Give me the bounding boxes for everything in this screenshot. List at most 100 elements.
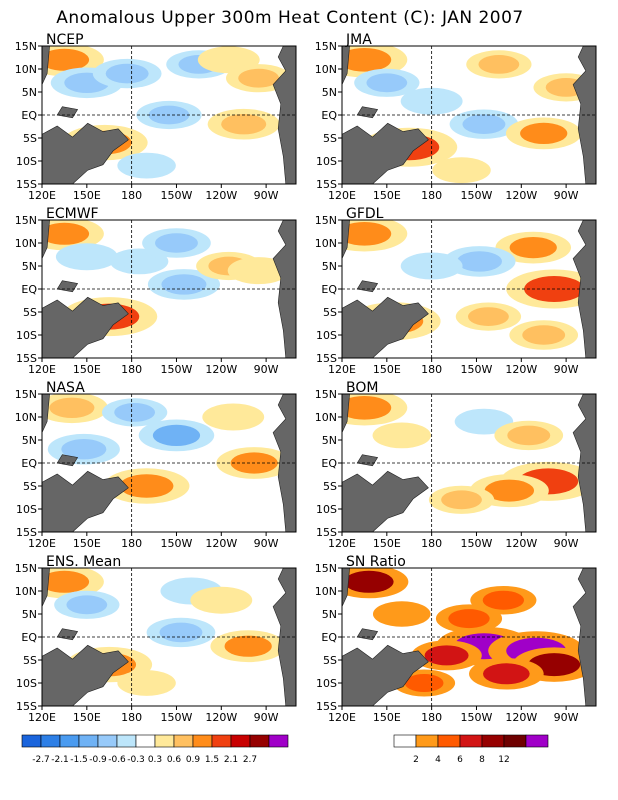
anomaly-cell bbox=[42, 222, 90, 245]
y-tick-label: 15S bbox=[316, 352, 337, 365]
x-tick-label: 150E bbox=[373, 711, 401, 724]
y-tick-label: EQ bbox=[321, 283, 337, 296]
anomaly-cell bbox=[152, 424, 201, 446]
panel-title: SN Ratio bbox=[346, 554, 406, 570]
y-tick-label: 5S bbox=[23, 306, 37, 319]
land-mass bbox=[42, 46, 50, 85]
y-tick-label: 10N bbox=[15, 237, 37, 250]
x-tick-label: 150E bbox=[73, 189, 101, 202]
anomaly-cell bbox=[483, 663, 530, 685]
anomaly-cell bbox=[441, 490, 482, 510]
colorbar-label: 4 bbox=[435, 755, 441, 765]
y-tick-label: 10S bbox=[16, 677, 37, 690]
anomaly-cell bbox=[424, 645, 469, 666]
colorbar-swatch bbox=[78, 734, 99, 748]
y-tick-label: 15N bbox=[315, 388, 337, 401]
y-tick-label: 5N bbox=[322, 608, 337, 621]
land-mass bbox=[342, 470, 429, 532]
x-tick-label: 90W bbox=[554, 363, 579, 376]
colorbar-label: -0.6 bbox=[108, 755, 126, 765]
anomaly-cell bbox=[484, 479, 535, 502]
y-tick-label: 10N bbox=[15, 411, 37, 424]
x-tick-label: 120W bbox=[505, 363, 537, 376]
colorbar-swatch bbox=[97, 734, 118, 748]
y-tick-label: EQ bbox=[21, 457, 37, 470]
panel-title: ENS. Mean bbox=[46, 554, 121, 570]
colorbar-label: -1.5 bbox=[70, 755, 88, 765]
land-mass bbox=[342, 296, 429, 358]
colorbar-label: 12 bbox=[498, 755, 509, 765]
colorbar-swatch bbox=[135, 734, 156, 748]
anomaly-cell bbox=[482, 590, 525, 610]
colorbar-label: 0.9 bbox=[186, 755, 201, 765]
anomaly-cell bbox=[456, 251, 502, 272]
x-tick-label: 150W bbox=[461, 711, 493, 724]
colorbar-label: 2 bbox=[413, 755, 419, 765]
colorbar-label: 6 bbox=[457, 755, 463, 765]
y-tick-label: 5N bbox=[22, 608, 37, 621]
y-tick-label: EQ bbox=[321, 457, 337, 470]
x-tick-label: 180 bbox=[421, 363, 442, 376]
anomaly-cell bbox=[462, 114, 506, 134]
colorbar-swatch bbox=[503, 734, 527, 748]
y-tick-label: 5N bbox=[322, 86, 337, 99]
x-tick-label: 90W bbox=[554, 537, 579, 550]
x-tick-label: 120W bbox=[205, 363, 237, 376]
anomaly-cell bbox=[49, 397, 95, 418]
colorbar-swatch bbox=[154, 734, 175, 748]
colorbar-label: -2.1 bbox=[51, 755, 69, 765]
x-tick-label: 150W bbox=[161, 537, 193, 550]
panel-title: NCEP bbox=[46, 32, 84, 48]
colorbar-label: 1.5 bbox=[205, 755, 219, 765]
colorbar-swatch bbox=[249, 734, 270, 748]
x-tick-label: 90W bbox=[254, 189, 279, 202]
x-tick-label: 180 bbox=[121, 711, 142, 724]
anomaly-cell bbox=[342, 48, 392, 72]
x-tick-label: 120E bbox=[328, 711, 356, 724]
colorbar-label: -2.7 bbox=[32, 755, 50, 765]
y-tick-label: 15S bbox=[316, 700, 337, 713]
colorbar-swatch bbox=[21, 734, 42, 748]
x-tick-label: 180 bbox=[421, 189, 442, 202]
anomaly-cell bbox=[155, 233, 198, 253]
figure-title: Anomalous Upper 300m Heat Content (C): J… bbox=[56, 8, 523, 28]
colorbar-swatch bbox=[230, 734, 251, 748]
field bbox=[42, 220, 290, 337]
colorbar-swatch bbox=[59, 734, 80, 748]
anomaly-cell bbox=[507, 425, 551, 446]
anomaly-cell bbox=[61, 439, 107, 460]
anomaly-cell bbox=[383, 605, 420, 623]
x-tick-label: 90W bbox=[254, 711, 279, 724]
y-tick-label: EQ bbox=[21, 109, 37, 122]
x-tick-label: 90W bbox=[254, 537, 279, 550]
anomaly-cell bbox=[128, 674, 165, 692]
colorbar-swatch bbox=[437, 734, 461, 748]
y-tick-label: 5S bbox=[323, 132, 337, 145]
x-tick-label: 90W bbox=[254, 363, 279, 376]
anomaly-cell bbox=[42, 48, 90, 71]
anomaly-cell bbox=[465, 413, 503, 431]
land-mass bbox=[342, 644, 429, 706]
y-tick-label: 10S bbox=[316, 329, 337, 342]
y-tick-label: 5S bbox=[323, 306, 337, 319]
x-tick-label: 150E bbox=[373, 189, 401, 202]
x-tick-label: 150E bbox=[373, 363, 401, 376]
y-tick-label: 5S bbox=[323, 480, 337, 493]
field bbox=[342, 568, 596, 697]
anomaly-cell bbox=[509, 237, 557, 259]
land-mass bbox=[342, 394, 350, 433]
anomaly-cell bbox=[119, 474, 174, 498]
y-tick-label: 15N bbox=[315, 562, 337, 575]
panel-title: JMA bbox=[345, 32, 372, 48]
land-mass bbox=[42, 394, 50, 433]
anomaly-cell bbox=[478, 55, 520, 74]
x-tick-label: 180 bbox=[421, 537, 442, 550]
y-tick-label: 10S bbox=[316, 155, 337, 168]
land-mass bbox=[42, 568, 50, 607]
y-tick-label: 5S bbox=[23, 480, 37, 493]
x-tick-label: 120E bbox=[328, 189, 356, 202]
x-tick-label: 120E bbox=[328, 537, 356, 550]
land-mass bbox=[42, 122, 129, 184]
y-tick-label: EQ bbox=[321, 631, 337, 644]
colorbar-label: 0.6 bbox=[167, 755, 182, 765]
